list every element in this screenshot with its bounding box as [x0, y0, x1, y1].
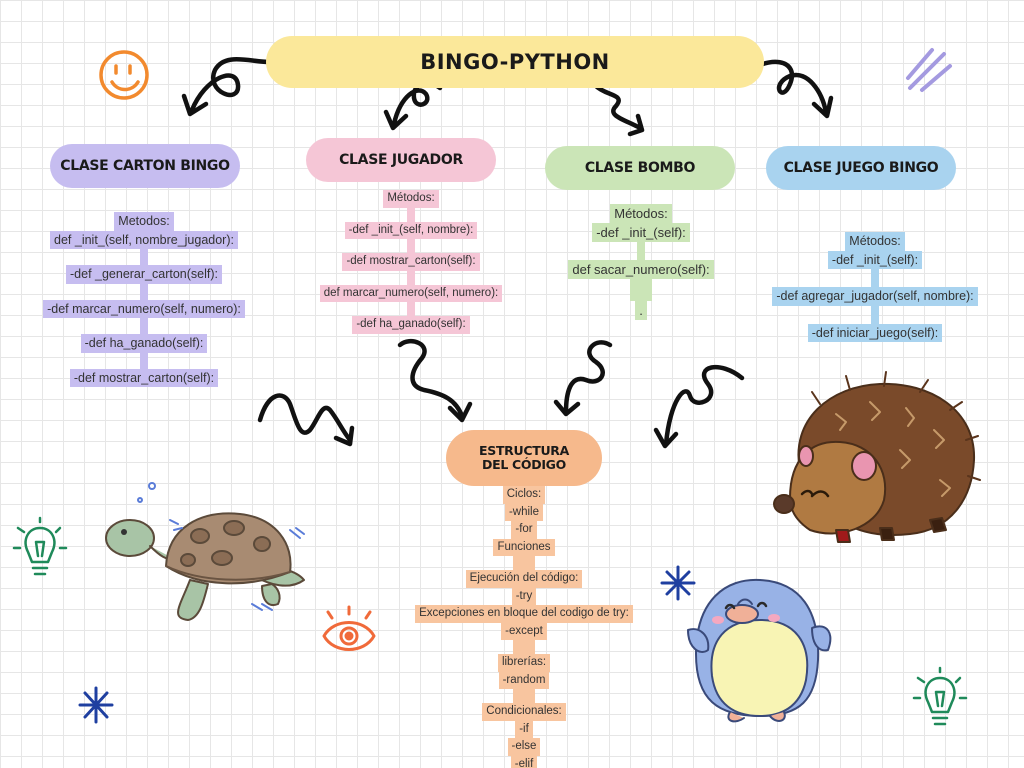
- lightbulb-icon: [12, 516, 68, 576]
- method-line: [407, 270, 415, 285]
- clase-carton-pill: CLASE CARTON BINGO: [50, 144, 240, 188]
- method-line: Métodos:: [845, 232, 905, 251]
- method-line: -def _generar_carton(self):: [66, 265, 222, 284]
- method-line: -def ha_ganado(self):: [80, 334, 208, 353]
- estructura-line: [513, 556, 535, 570]
- method-line: Métodos:: [610, 204, 672, 223]
- method-line: -def mostrar_carton(self):: [342, 253, 480, 271]
- method-line: -def _init_(self, nombre):: [344, 221, 478, 239]
- arrow-bombo-to-estructura: [553, 340, 613, 417]
- estructura-label: ESTRUCTURA DEL CÓDIGO: [479, 442, 569, 472]
- method-line: def sacar_numero(self):: [568, 260, 714, 279]
- estructura-line: [513, 640, 535, 654]
- jugador-methods: Métodos: -def _init_(self, nombre): -def…: [306, 190, 516, 334]
- arrow-to-juego: [735, 59, 834, 119]
- method-line: [140, 318, 148, 334]
- method-line: def _init_(self, nombre_jugador):: [50, 230, 238, 249]
- method-line: [407, 302, 415, 316]
- clase-carton-label: CLASE CARTON BINGO: [60, 158, 230, 174]
- estructura-line: Funciones: [493, 538, 555, 556]
- arrow-carton-to-estructura: [257, 393, 355, 447]
- estructura-items: Ciclos: -while -for Funciones Ejecución …: [394, 486, 654, 768]
- estructura-line: -random: [498, 671, 550, 689]
- lightbulb-icon: [912, 666, 968, 726]
- bombo-methods: Métodos: -def _init_(self): def sacar_nu…: [546, 204, 736, 320]
- arrow-juego-to-estructura: [653, 364, 745, 449]
- method-line: [140, 352, 148, 369]
- method-line: .: [635, 301, 647, 320]
- estructura-line: -while: [504, 503, 544, 521]
- clase-juego-pill: CLASE JUEGO BINGO: [766, 146, 956, 190]
- estructura-line: [513, 689, 535, 703]
- estructura-line: Condicionales:: [482, 703, 566, 721]
- estructura-line: -if: [515, 720, 533, 738]
- title-pill: BINGO-PYTHON: [266, 36, 764, 88]
- penguin-illustration: [687, 578, 832, 723]
- estructura-line: -try: [511, 587, 537, 605]
- clase-jugador-pill: CLASE JUGADOR: [306, 138, 496, 182]
- method-line: def marcar_numero(self, numero):: [319, 284, 503, 302]
- clase-juego-label: CLASE JUEGO BINGO: [783, 160, 939, 176]
- estructura-line: Ejecución del código:: [465, 570, 583, 588]
- method-line: -def _init_(self):: [592, 223, 690, 242]
- hedgehog-illustration: [773, 371, 981, 543]
- method-line: [140, 283, 148, 300]
- method-line: -def _init_(self):: [827, 250, 923, 269]
- estructura-line: Excepciones en bloque del codigo de try:: [415, 605, 633, 623]
- scribble-icon: [906, 48, 952, 92]
- method-line: [407, 239, 415, 253]
- page-title: BINGO-PYTHON: [420, 50, 610, 74]
- method-line: -def agregar_jugador(self, nombre):: [772, 287, 978, 306]
- turtle-illustration: [105, 482, 305, 621]
- star-icon: [660, 565, 696, 601]
- estructura-line: -except: [501, 622, 547, 640]
- clase-jugador-label: CLASE JUGADOR: [339, 152, 463, 168]
- method-line: Métodos:: [383, 190, 439, 208]
- method-line: [871, 305, 879, 324]
- carton-methods: Metodos: def _init_(self, nombre_jugador…: [30, 212, 258, 387]
- estructura-line: -for: [511, 521, 537, 539]
- method-line: [630, 279, 652, 301]
- estructura-pill: ESTRUCTURA DEL CÓDIGO: [446, 430, 602, 486]
- smiley-icon: [99, 50, 149, 100]
- arrow-jugador-to-estructura: [397, 339, 473, 423]
- method-line: -def ha_ganado(self):: [352, 316, 470, 334]
- arrow-to-bombo: [593, 83, 645, 137]
- method-line: [871, 269, 879, 287]
- estructura-line: -else: [507, 738, 541, 756]
- clase-bombo-pill: CLASE BOMBO: [545, 146, 735, 190]
- star-icon: [78, 686, 114, 724]
- method-line: -def mostrar_carton(self):: [69, 368, 219, 387]
- estructura-line: librerías:: [497, 654, 551, 672]
- method-line: [407, 207, 415, 222]
- juego-methods: Métodos: -def _init_(self): -def agregar…: [758, 232, 992, 342]
- method-line: -def marcar_numero(self, numero):: [43, 299, 245, 318]
- method-line: -def iniciar_juego(self):: [807, 323, 943, 342]
- eye-icon: [322, 605, 376, 651]
- method-line: Metodos:: [114, 212, 174, 231]
- method-line: [637, 242, 645, 260]
- clase-bombo-label: CLASE BOMBO: [584, 160, 696, 176]
- method-line: [140, 249, 148, 265]
- estructura-line: Ciclos:: [502, 486, 546, 504]
- estructura-line: -elif: [510, 755, 538, 768]
- arrow-to-carton: [181, 57, 273, 117]
